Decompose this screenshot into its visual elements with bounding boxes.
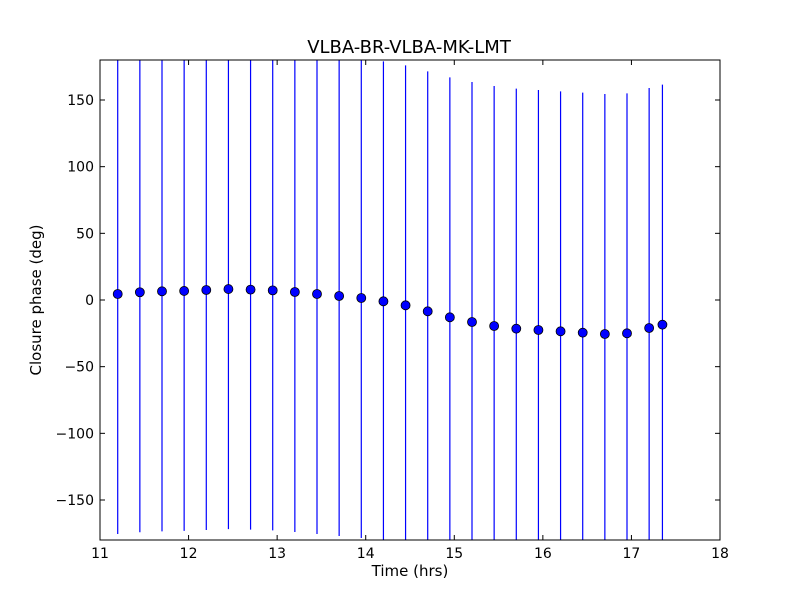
data-point: [245, 284, 256, 295]
y-tick-label: −50: [64, 360, 94, 376]
y-tick-label: −100: [56, 426, 94, 442]
data-point: [467, 317, 477, 327]
x-axis-label: Time (hrs): [371, 562, 449, 580]
data-point: [657, 319, 668, 330]
data-point: [157, 286, 167, 297]
y-axis-ticks: −150 −100 −50 0 50 100 150: [56, 93, 720, 509]
data-point: [644, 323, 655, 333]
data-point: [489, 321, 500, 331]
y-tick-label: −150: [56, 493, 94, 509]
data-point: [356, 293, 367, 303]
y-axis-label: Closure phase (deg): [27, 225, 45, 376]
data-point-group: [112, 284, 668, 339]
data-point: [511, 323, 522, 334]
data-point: [599, 329, 610, 339]
data-point: [555, 326, 566, 337]
x-tick-label: 16: [534, 546, 552, 562]
x-tick-label: 11: [91, 546, 109, 562]
x-tick-label: 17: [623, 546, 641, 562]
data-point: [312, 289, 322, 299]
data-point: [289, 287, 300, 297]
errorbar-group: [117, 60, 664, 540]
y-tick-label: 150: [67, 93, 94, 109]
x-tick-label: 14: [357, 546, 375, 562]
data-point: [223, 284, 234, 294]
y-tick-label: 50: [76, 226, 94, 242]
data-point: [267, 285, 278, 296]
x-axis-ticks: 11 12 13 14 15 16 17 18: [91, 60, 729, 562]
data-point: [179, 286, 190, 296]
data-point: [112, 289, 123, 299]
x-tick-label: 12: [180, 546, 198, 562]
data-point: [444, 312, 455, 323]
data-point: [134, 287, 145, 298]
data-point: [577, 327, 588, 338]
data-point: [334, 291, 345, 301]
x-tick-label: 18: [711, 546, 729, 562]
chart-title: VLBA-BR-VLBA-MK-LMT: [307, 37, 512, 58]
y-tick-label: 0: [85, 293, 94, 309]
data-point: [533, 325, 544, 335]
y-tick-label: 100: [67, 160, 94, 176]
data-point: [622, 328, 632, 339]
x-tick-label: 15: [445, 546, 463, 562]
data-point: [201, 285, 212, 295]
data-point: [400, 300, 411, 311]
data-point: [422, 306, 433, 317]
data-point: [378, 296, 389, 307]
x-tick-label: 13: [268, 546, 286, 562]
